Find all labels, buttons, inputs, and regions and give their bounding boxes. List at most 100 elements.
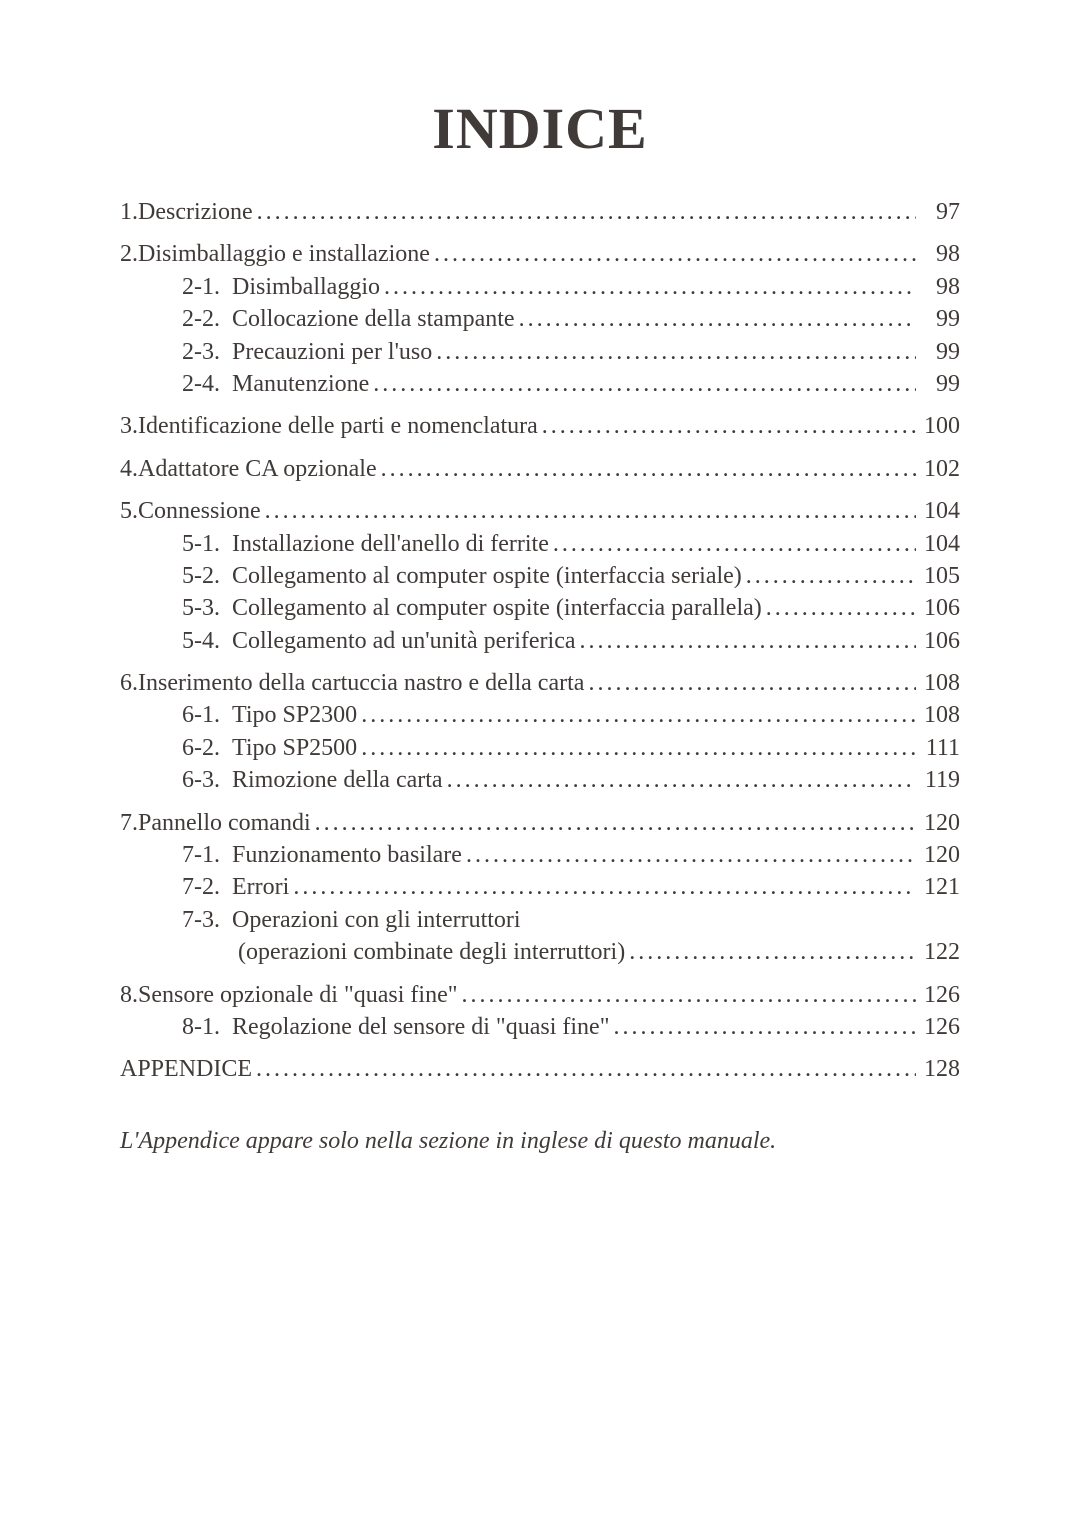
toc-section-appendix: APPENDICE 128 [120,1053,960,1085]
dot-leader [430,238,916,270]
dot-leader [742,560,916,592]
entry-page: 108 [916,699,960,731]
toc-section-5: 5. Connessione 104 5-1. Installazione de… [120,495,960,657]
entry-text: Errori [232,871,289,903]
entry-page: 104 [916,528,960,560]
table-of-contents: 1. Descrizione 97 2. Disimballaggio e in… [120,196,960,1086]
entry-number: 7-1. [182,839,232,871]
entry-number: 7. [120,807,138,839]
entry-text: Tipo SP2500 [232,732,357,764]
dot-leader [380,271,916,303]
toc-entry: 1. Descrizione 97 [120,196,960,228]
entry-text: APPENDICE [120,1053,252,1085]
entry-number: 2-2. [182,303,232,335]
entry-text: Descrizione [138,196,253,228]
toc-entry: 3. Identificazione delle parti e nomencl… [120,410,960,442]
toc-entry: 6-1. Tipo SP2300 108 [120,699,960,731]
entry-page: 108 [916,667,960,699]
entry-page: 128 [916,1053,960,1085]
toc-section-4: 4. Adattatore CA opzionale 102 [120,453,960,485]
entry-page: 99 [916,368,960,400]
entry-page: 122 [916,936,960,968]
entry-number: 3. [120,410,138,442]
dot-leader [584,667,916,699]
entry-number: 6-1. [182,699,232,731]
entry-page: 102 [916,453,960,485]
dot-leader [443,764,916,796]
entry-number: 2-4. [182,368,232,400]
dot-leader [289,871,916,903]
dot-leader [515,303,916,335]
appendix-footnote: L'Appendice appare solo nella sezione in… [120,1128,960,1155]
entry-number: 5. [120,495,138,527]
toc-section-6: 6. Inserimento della cartuccia nastro e … [120,667,960,797]
dot-leader [357,732,916,764]
entry-page: 98 [916,238,960,270]
toc-section-1: 1. Descrizione 97 [120,196,960,228]
toc-entry: 8-1. Regolazione del sensore di "quasi f… [120,1011,960,1043]
entry-page: 100 [916,410,960,442]
dot-leader [458,979,916,1011]
dot-leader [432,336,916,368]
entry-number: 7-2. [182,871,232,903]
entry-page: 126 [916,1011,960,1043]
entry-text: Pannello comandi [138,807,311,839]
entry-page: 104 [916,495,960,527]
toc-entry: 4. Adattatore CA opzionale 102 [120,453,960,485]
entry-text: Inserimento della cartuccia nastro e del… [138,667,584,699]
entry-text: Collegamento al computer ospite (interfa… [232,560,742,592]
entry-text: Adattatore CA opzionale [138,453,377,485]
entry-text: Operazioni con gli interruttori [232,904,521,936]
toc-entry: 6-3. Rimozione della carta 119 [120,764,960,796]
entry-page: 126 [916,979,960,1011]
toc-entry: 5-1. Installazione dell'anello di ferrit… [120,528,960,560]
entry-page: 98 [916,271,960,303]
entry-page: 97 [916,196,960,228]
entry-page: 111 [916,732,960,764]
toc-entry: 2-3. Precauzioni per l'uso 99 [120,336,960,368]
dot-leader [253,196,916,228]
entry-number: 6-3. [182,764,232,796]
toc-entry: 2-2. Collocazione della stampante 99 [120,303,960,335]
entry-text: Installazione dell'anello di ferrite [232,528,549,560]
entry-text: Connessione [138,495,261,527]
entry-page: 99 [916,336,960,368]
entry-page: 99 [916,303,960,335]
toc-section-3: 3. Identificazione delle parti e nomencl… [120,410,960,442]
toc-entry: (operazioni combinate degli interruttori… [120,936,960,968]
entry-text: Collegamento al computer ospite (interfa… [232,592,762,624]
toc-entry: 5-4. Collegamento ad un'unità periferica… [120,625,960,657]
entry-text: Disimballaggio [232,271,380,303]
dot-leader [609,1011,916,1043]
entry-text: (operazioni combinate degli interruttori… [238,936,625,968]
entry-number: 5-2. [182,560,232,592]
entry-number: 2-1. [182,271,232,303]
dot-leader [762,592,916,624]
dot-leader [538,410,916,442]
toc-entry: 5. Connessione 104 [120,495,960,527]
entry-number: 5-3. [182,592,232,624]
toc-entry: 6. Inserimento della cartuccia nastro e … [120,667,960,699]
entry-number: 1. [120,196,138,228]
entry-text: Collocazione della stampante [232,303,515,335]
entry-page: 105 [916,560,960,592]
document-title: INDICE [120,95,960,162]
entry-number: 5-4. [182,625,232,657]
entry-number: 8-1. [182,1011,232,1043]
toc-section-7: 7. Pannello comandi 120 7-1. Funzionamen… [120,807,960,969]
entry-page: 119 [916,764,960,796]
entry-page: 121 [916,871,960,903]
toc-entry: 2-4. Manutenzione 99 [120,368,960,400]
entry-text: Rimozione della carta [232,764,443,796]
entry-page: 106 [916,592,960,624]
dot-leader [252,1053,916,1085]
entry-number: 7-3. [182,904,232,936]
entry-text: Tipo SP2300 [232,699,357,731]
entry-number: 6-2. [182,732,232,764]
toc-entry: 7-1. Funzionamento basilare 120 [120,839,960,871]
entry-text: Manutenzione [232,368,369,400]
entry-number: 5-1. [182,528,232,560]
dot-leader [462,839,916,871]
toc-entry: 5-3. Collegamento al computer ospite (in… [120,592,960,624]
toc-entry: 7-2. Errori 121 [120,871,960,903]
